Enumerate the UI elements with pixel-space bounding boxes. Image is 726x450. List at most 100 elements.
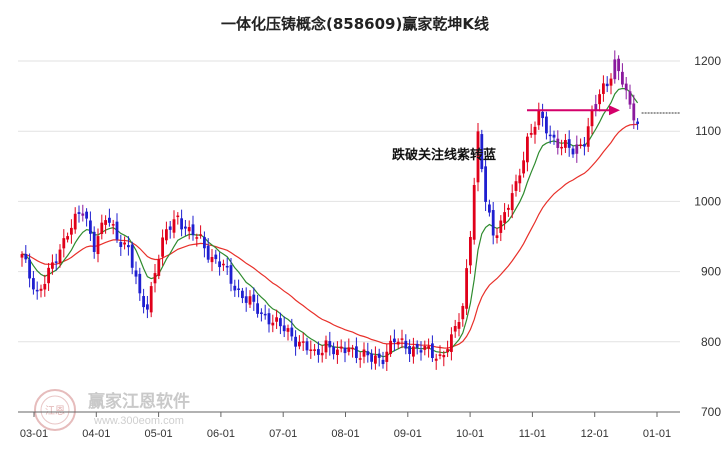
candle-body [24, 253, 28, 260]
candle-body [613, 59, 617, 80]
candle-body [594, 104, 598, 110]
candle-body [142, 296, 145, 308]
candle-body [545, 116, 548, 134]
candle-body [396, 341, 400, 345]
y-tick-label: 1100 [695, 124, 721, 138]
candle-body [533, 126, 537, 135]
candle-body [89, 220, 92, 234]
y-tick-label: 700 [701, 405, 721, 419]
candle-body [434, 358, 438, 361]
candle-body [560, 146, 563, 149]
candle-body [35, 289, 39, 292]
candle-body [336, 349, 339, 356]
candle-body [518, 175, 522, 184]
candle-body [438, 354, 442, 356]
candle-body [400, 338, 404, 340]
candle-body [541, 111, 544, 119]
candle-body [415, 343, 419, 348]
candle-body [355, 346, 358, 358]
y-tick-label: 800 [701, 335, 721, 349]
candle-body [225, 265, 229, 268]
candle-body [305, 341, 309, 351]
candle-body [461, 305, 465, 320]
candle-body [43, 283, 47, 290]
candle-body [127, 245, 130, 248]
candle-body [290, 327, 294, 337]
candle-body [381, 359, 385, 365]
candle-body [130, 244, 134, 268]
candle-body [195, 237, 199, 239]
candle-body [457, 322, 461, 329]
candle-body [328, 341, 332, 348]
candle-body [491, 210, 495, 236]
candle-body [123, 242, 126, 245]
candle-body [564, 140, 567, 148]
candle-body [176, 215, 180, 218]
candle-body [58, 249, 62, 264]
candle-body [282, 325, 286, 332]
candle-body [419, 350, 423, 353]
candle-body [263, 313, 267, 316]
candle-body [168, 226, 172, 230]
candle-body [115, 221, 119, 240]
candle-body [317, 349, 320, 355]
candle-body [488, 204, 491, 213]
candle-body [628, 91, 632, 105]
candle-body [180, 218, 183, 230]
candle-body [377, 353, 381, 358]
candle-body [81, 213, 85, 216]
candle-body [298, 341, 301, 347]
candle-body [590, 109, 594, 127]
candle-body [119, 241, 123, 247]
x-tick-label: 11-01 [519, 428, 546, 440]
candle-body [32, 278, 35, 290]
candle-body [237, 288, 240, 290]
candle-body [252, 294, 256, 302]
candle-body [157, 259, 161, 276]
candle-body [529, 132, 533, 135]
candle-body [548, 134, 552, 137]
candle-body [275, 317, 278, 322]
candle-body [324, 340, 328, 353]
candle-body [172, 219, 176, 233]
candle-body [617, 58, 620, 72]
candle-body [146, 304, 149, 310]
candle-body [446, 349, 449, 353]
candle-body [241, 290, 244, 299]
candle-body [465, 268, 468, 309]
x-tick-label: 09-01 [394, 428, 422, 440]
candle-body [184, 226, 187, 229]
x-tick-label: 05-01 [145, 428, 173, 440]
candle-body [408, 346, 411, 355]
candle-body [602, 83, 605, 94]
watermark-logo [34, 389, 76, 431]
chart-title: 一体化压铸概念(858609)赢家乾坤K线 [221, 15, 489, 33]
candle-body [484, 166, 487, 202]
candle-body [358, 358, 362, 360]
candle-body [309, 349, 313, 351]
candle-body [370, 353, 373, 362]
candle-body [586, 126, 590, 147]
candle-body [575, 144, 579, 154]
candle-body [385, 351, 389, 362]
candle-body [267, 313, 271, 325]
candle-body [161, 237, 164, 257]
candle-body [556, 138, 560, 148]
candle-body [427, 346, 430, 349]
candle-body [218, 261, 221, 268]
candle-body [214, 254, 218, 260]
candle-body [199, 234, 202, 236]
candle-body [423, 346, 427, 350]
candle-body [229, 265, 233, 284]
candle-body [343, 347, 347, 354]
x-tick-label: 08-01 [331, 428, 359, 440]
candle-body [134, 270, 138, 277]
candle-body [552, 134, 556, 138]
candle-body [54, 261, 58, 263]
candle-body [389, 340, 392, 354]
slow-line [21, 123, 638, 349]
candle-body [96, 236, 100, 255]
candle-body [514, 181, 518, 191]
candle-body [476, 131, 480, 183]
